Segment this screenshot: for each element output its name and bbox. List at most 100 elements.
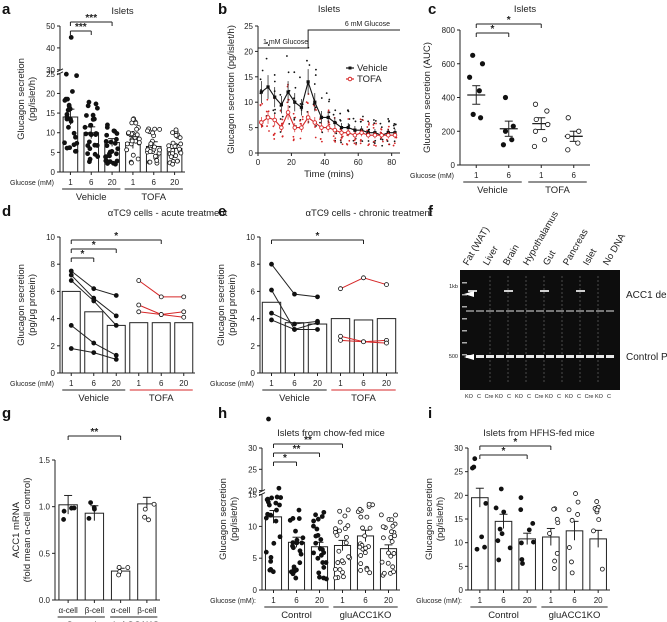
- a-data-point: [147, 159, 153, 165]
- d-group-label: TOFA: [149, 393, 174, 404]
- d-x-tick-label: 6: [159, 379, 164, 388]
- e-group-label: Vehicle: [279, 393, 310, 404]
- b-scatter-point: [281, 118, 284, 121]
- f-upper-band: [476, 310, 484, 312]
- d-paired-point: [113, 356, 119, 362]
- i-x-tick-label: 20: [523, 596, 532, 605]
- b-scatter-point: [372, 126, 375, 129]
- g-x-tick-label: α-cell: [111, 606, 131, 615]
- e-y-tick-label: 4: [251, 315, 256, 324]
- f-lane-mark: C: [557, 394, 561, 400]
- c-data-point: [545, 121, 551, 128]
- e-x-axis-prefix: Glucose (mM): [210, 381, 254, 388]
- a-data-point: [129, 138, 135, 144]
- a-data-point: [104, 143, 110, 149]
- i-data-point: [501, 509, 507, 515]
- b-mean-point: [333, 120, 337, 125]
- h-data-point: [277, 534, 283, 540]
- h-data-point: [317, 574, 322, 580]
- b-scatter-point: [288, 106, 291, 108]
- g-y-tick-label: 0.5: [39, 549, 51, 558]
- g-y-tick-label: 0.0: [39, 596, 51, 605]
- b-scatter-point: [292, 135, 295, 138]
- b-scatter-point: [320, 97, 323, 99]
- a-data-point: [88, 131, 93, 137]
- a-x-tick-label: 1: [131, 178, 136, 187]
- a-data-point: [66, 102, 72, 108]
- b-scatter-point: [293, 97, 295, 100]
- e-bar: [261, 301, 282, 374]
- b-title: Islets: [318, 4, 340, 15]
- a-data-point: [87, 146, 93, 152]
- b-legend-marker: [348, 66, 352, 70]
- a-data-point: [148, 141, 154, 147]
- b-scatter-point: [313, 83, 316, 85]
- f-control-band: [476, 355, 484, 358]
- b-scatter-point: [325, 92, 328, 95]
- d-x-axis-prefix: Glucose (mM): [10, 381, 54, 388]
- d-bar: [84, 311, 104, 374]
- e-paired-point: [384, 340, 389, 346]
- b-mean-point: [353, 128, 357, 132]
- b-scatter-point: [306, 102, 309, 104]
- d-paired-line: [70, 274, 117, 317]
- e-y-tick-label: 10: [246, 233, 255, 242]
- c-data-point: [531, 143, 538, 150]
- i-data-point: [498, 486, 504, 492]
- c-y-tick-label: 0: [451, 161, 456, 170]
- f-arrow-deletion: [464, 291, 474, 297]
- d-paired-point: [136, 309, 142, 315]
- b-scatter-point: [259, 104, 262, 107]
- b-scatter-point: [393, 142, 396, 145]
- a-data-point: [115, 146, 121, 152]
- h-data-point: [392, 533, 397, 539]
- h-data-point: [379, 559, 385, 565]
- h-data-point: [314, 526, 320, 532]
- b-scatter-point: [393, 127, 396, 130]
- b-scatter-point: [267, 44, 270, 46]
- a-x-tick-label: 6: [152, 178, 157, 187]
- a-data-point: [94, 143, 100, 148]
- h-data-point: [293, 567, 299, 573]
- a-data-point: [170, 140, 176, 146]
- a-data-point: [153, 153, 158, 159]
- b-mean-point: [272, 117, 277, 123]
- c-y-tick-label: 600: [442, 60, 456, 69]
- f-upper-band: [516, 310, 524, 312]
- d-paired-point: [158, 294, 164, 300]
- b-scatter-point: [261, 125, 264, 128]
- d-paired-point: [91, 340, 97, 346]
- b-scatter-point: [381, 144, 384, 147]
- b-scatter-point: [272, 109, 275, 112]
- c-y-tick-label: 800: [442, 26, 456, 35]
- b-scatter-point: [305, 101, 308, 104]
- h-data-point: [358, 561, 364, 567]
- h-data-point: [273, 518, 279, 524]
- b-mean-point: [392, 132, 398, 138]
- b-scatter-point: [307, 46, 310, 49]
- d-paired-point: [113, 293, 119, 298]
- a-data-point: [173, 127, 179, 133]
- h-data-point: [339, 558, 345, 564]
- a-data-point: [176, 146, 182, 152]
- h-data-point: [321, 509, 327, 515]
- a-data-point: [103, 154, 108, 160]
- f-upper-band: [596, 310, 604, 312]
- d-paired-point: [113, 322, 119, 328]
- d-title: αTC9 cells - acute treatment: [108, 208, 228, 219]
- b-scatter-point: [382, 140, 384, 143]
- b-scatter-point: [381, 138, 384, 141]
- e-x-tick-label: 20: [313, 379, 322, 388]
- a-data-point: [82, 124, 88, 130]
- b-mean-point: [292, 125, 298, 130]
- f-upper-band: [536, 310, 544, 312]
- b-scatter-point: [394, 123, 397, 126]
- a-data-point: [111, 160, 116, 166]
- b-y-axis-label: Glucagon secretion (pg/islet/h): [226, 25, 237, 154]
- h-data-point: [346, 554, 352, 560]
- e-bar: [330, 318, 351, 374]
- b-scatter-point: [299, 103, 302, 105]
- i-sig-label: *: [502, 446, 506, 457]
- b-scatter-point: [373, 140, 375, 143]
- d-paired-point: [136, 302, 142, 308]
